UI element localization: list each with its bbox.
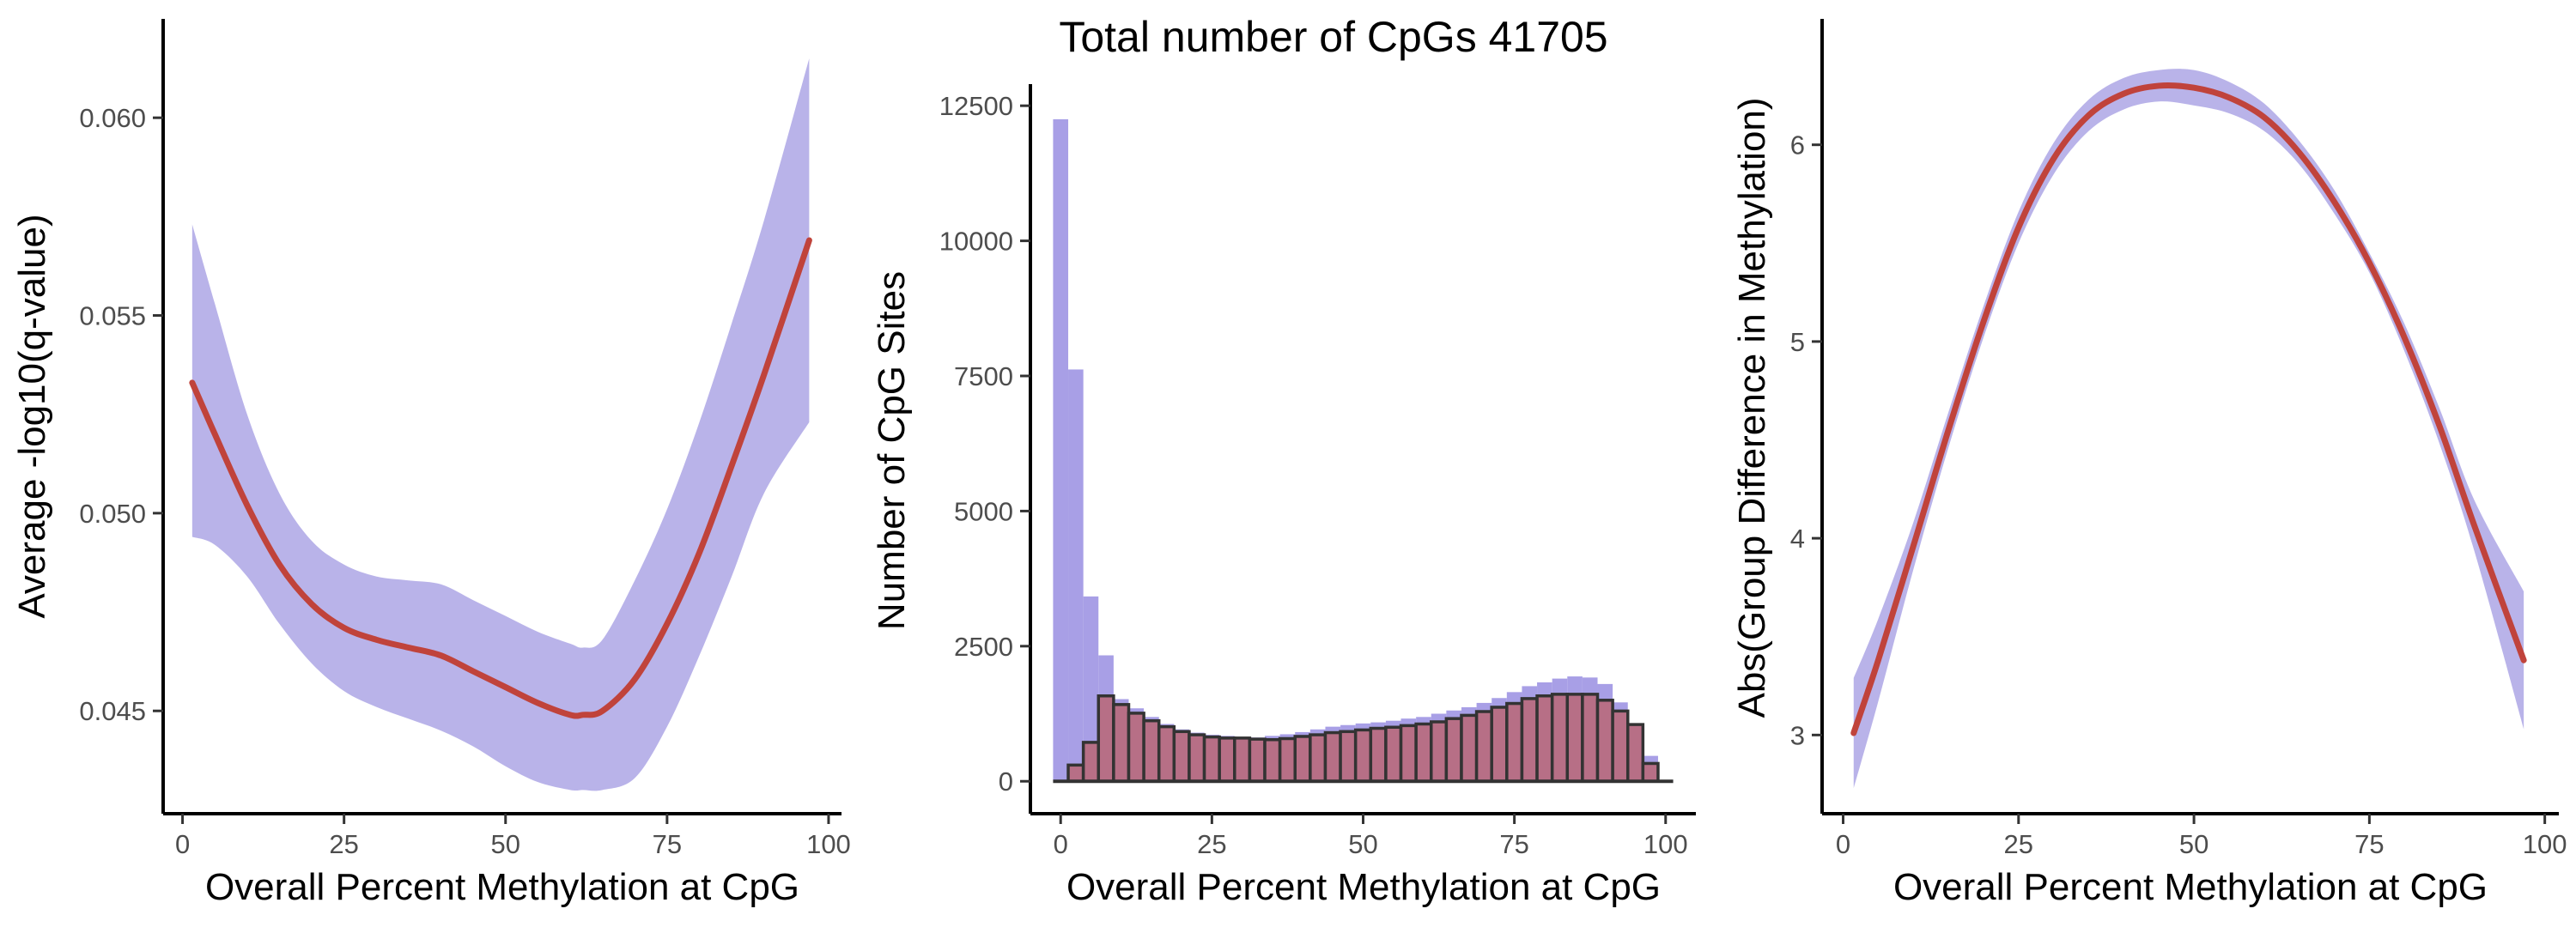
- histogram-bar: [1430, 720, 1449, 783]
- histogram-bar: [1323, 730, 1342, 783]
- histogram-bar: [1278, 736, 1297, 783]
- histogram-bar: [1248, 737, 1267, 783]
- y-tick-label: 5000: [954, 496, 1013, 526]
- histogram-bar: [1068, 369, 1084, 782]
- y-tick-label: 5: [1790, 327, 1805, 357]
- panel-q-value-smooth: 0 25 50 75 100 0.045 0.050 0.055 0.060 Overall Pe…: [11, 19, 851, 908]
- x-tick-label: 100: [1643, 829, 1688, 859]
- y-tick-label: 12500: [939, 91, 1013, 121]
- histogram-bar: [1083, 596, 1099, 782]
- y-tick-label: 0.055: [79, 301, 146, 331]
- histogram-bar: [1369, 726, 1388, 783]
- y-axis-title: Number of CpG Sites: [871, 271, 913, 630]
- histogram-bar: [1414, 722, 1433, 783]
- y-axis-title: Abs(Group Difference in Methylation): [1731, 97, 1773, 718]
- histogram-bar: [1188, 733, 1206, 783]
- y-tick-label: 7500: [954, 361, 1013, 391]
- histogram-bar: [1157, 724, 1176, 783]
- histogram-bar: [1309, 733, 1327, 783]
- histogram-bar: [1202, 735, 1221, 783]
- dmc-bars: [1066, 693, 1660, 783]
- x-tick-label: 25: [2004, 829, 2033, 859]
- all-cpg-bars: [1053, 118, 1674, 782]
- y-tick-label: 3: [1790, 720, 1805, 750]
- histogram-bar: [1490, 706, 1509, 783]
- histogram-bar: [1384, 725, 1403, 783]
- x-tick-label: 0: [175, 829, 190, 859]
- histogram-bar: [1641, 761, 1660, 783]
- panel-group-difference-smooth: 0 25 50 75 100 3 4 5 6 Overall Percent Methylatio…: [1731, 19, 2567, 908]
- histogram-bar: [1625, 723, 1645, 783]
- histogram-bar: [1595, 699, 1614, 783]
- y-tick-label: 2500: [954, 632, 1013, 662]
- x-axis-title: Overall Percent Methylation at CpG: [205, 866, 799, 908]
- histogram-bar: [1218, 736, 1236, 783]
- x-tick-label: 75: [2354, 829, 2384, 859]
- histogram-bar: [1520, 697, 1539, 783]
- y-tick-label: 0.050: [79, 499, 146, 529]
- histogram-bar: [1565, 693, 1584, 783]
- y-tick-label: 0: [999, 766, 1013, 797]
- x-axis-title: Overall Percent Methylation at CpG: [1066, 866, 1661, 908]
- histogram-bar: [1474, 710, 1493, 783]
- y-tick-label: 10000: [939, 227, 1013, 257]
- histogram-bar: [1550, 693, 1570, 783]
- x-tick-label: 50: [1348, 829, 1377, 859]
- y-tick-label: 6: [1790, 130, 1805, 161]
- histogram-bar: [1460, 713, 1479, 783]
- histogram-bar: [1353, 728, 1373, 783]
- smooth-trend-line: [189, 237, 812, 719]
- histogram-bar: [1581, 693, 1600, 783]
- x-axis-title: Overall Percent Methylation at CpG: [1893, 866, 2488, 908]
- x-tick-label: 0: [1836, 829, 1850, 859]
- histogram-bar: [1444, 717, 1463, 783]
- histogram-bar: [1399, 724, 1418, 783]
- histogram-bar: [1097, 694, 1115, 783]
- x-tick-label: 50: [491, 829, 520, 859]
- y-tick-label: 0.060: [79, 103, 146, 133]
- y-tick-label: 4: [1790, 524, 1805, 554]
- y-axis-title: Average -log10(q-value): [11, 214, 53, 618]
- x-tick-label: 25: [1197, 829, 1226, 859]
- x-tick-label: 50: [2179, 829, 2208, 859]
- histogram-bar: [1293, 735, 1312, 783]
- histogram-bar: [1339, 730, 1358, 783]
- histogram-bar: [1142, 718, 1161, 783]
- histogram-bar: [1535, 694, 1554, 783]
- confidence-ribbon: [1853, 69, 2524, 789]
- histogram-bar: [1053, 118, 1069, 782]
- x-tick-label: 75: [1499, 829, 1528, 859]
- histogram-bar: [1263, 737, 1282, 783]
- x-tick-label: 100: [806, 829, 851, 859]
- x-tick-label: 25: [329, 829, 358, 859]
- histogram-bar: [1127, 712, 1145, 783]
- x-tick-label: 0: [1054, 829, 1068, 859]
- histogram-bar: [1066, 763, 1085, 783]
- histogram-bar: [1611, 709, 1630, 783]
- histogram-bar: [1112, 703, 1131, 783]
- x-tick-label: 100: [2523, 829, 2567, 859]
- smooth-trend-line: [1850, 82, 2527, 736]
- chart-title: Total number of CpGs 41705: [1059, 13, 1607, 61]
- histogram-bar: [1081, 741, 1101, 783]
- histogram-bar: [1172, 730, 1191, 783]
- histogram-bar: [1505, 701, 1524, 783]
- confidence-ribbon: [191, 58, 810, 791]
- y-tick-label: 0.045: [79, 696, 146, 726]
- panel-cpg-histogram: 0 25 50 75 100 0 2500 5000 7500 10000 12500 Overall…: [871, 84, 1696, 908]
- histogram-bar: [1233, 736, 1252, 783]
- x-tick-label: 75: [653, 829, 682, 859]
